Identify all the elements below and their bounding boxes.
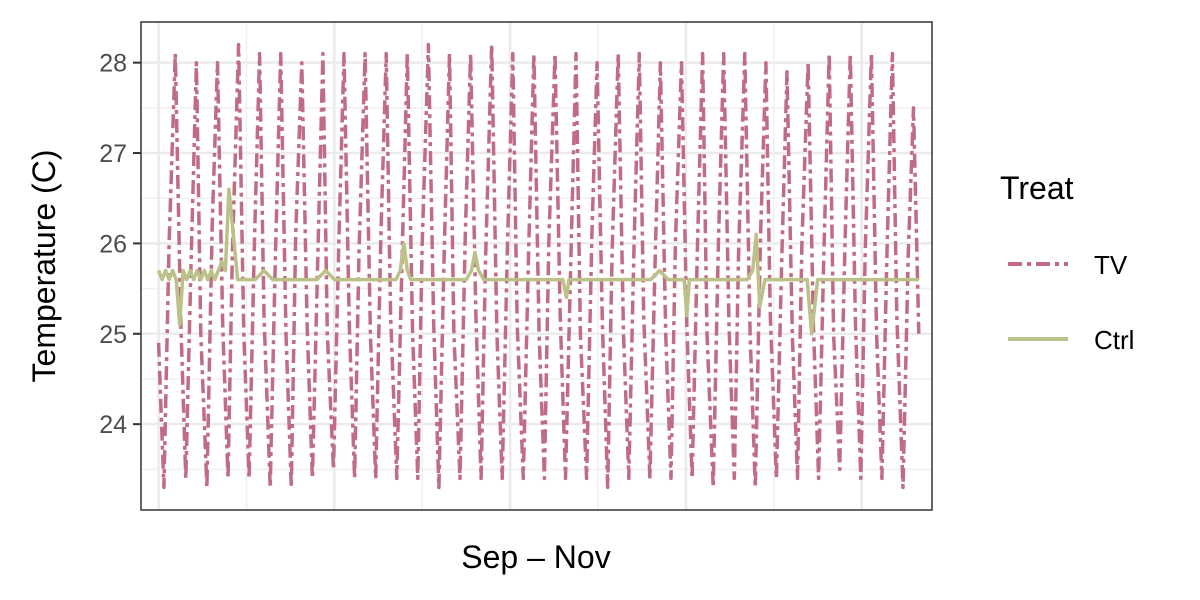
x-axis-title: Sep – Nov [461, 539, 610, 575]
series-line-tv [156, 42, 921, 490]
y-axis-ticks: 24 25 26 27 28 [99, 50, 141, 439]
series-layer [156, 42, 921, 490]
series-line-ctrl [156, 187, 919, 336]
y-tick-label: 24 [99, 411, 127, 439]
legend-title: Treat [1000, 170, 1074, 206]
legend-label-ctrl: Ctrl [1094, 325, 1134, 355]
y-tick-label: 27 [99, 140, 127, 168]
legend-label-tv: TV [1094, 250, 1128, 280]
y-axis-title: Temperature (C) [26, 150, 62, 383]
legend: Treat TV Ctrl [1000, 170, 1134, 355]
plot-border [140, 21, 933, 511]
grid-lines [141, 22, 932, 510]
y-tick-label: 26 [99, 230, 127, 258]
y-tick-label: 25 [99, 321, 127, 349]
y-tick-label: 28 [99, 50, 127, 78]
